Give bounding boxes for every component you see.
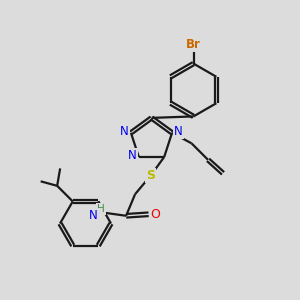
- Text: Br: Br: [186, 38, 201, 51]
- Text: N: N: [174, 125, 183, 138]
- Text: H: H: [97, 204, 105, 214]
- Text: N: N: [89, 209, 98, 222]
- Text: N: N: [128, 149, 136, 162]
- Text: O: O: [150, 208, 160, 221]
- Text: S: S: [146, 169, 155, 182]
- Text: N: N: [120, 125, 129, 138]
